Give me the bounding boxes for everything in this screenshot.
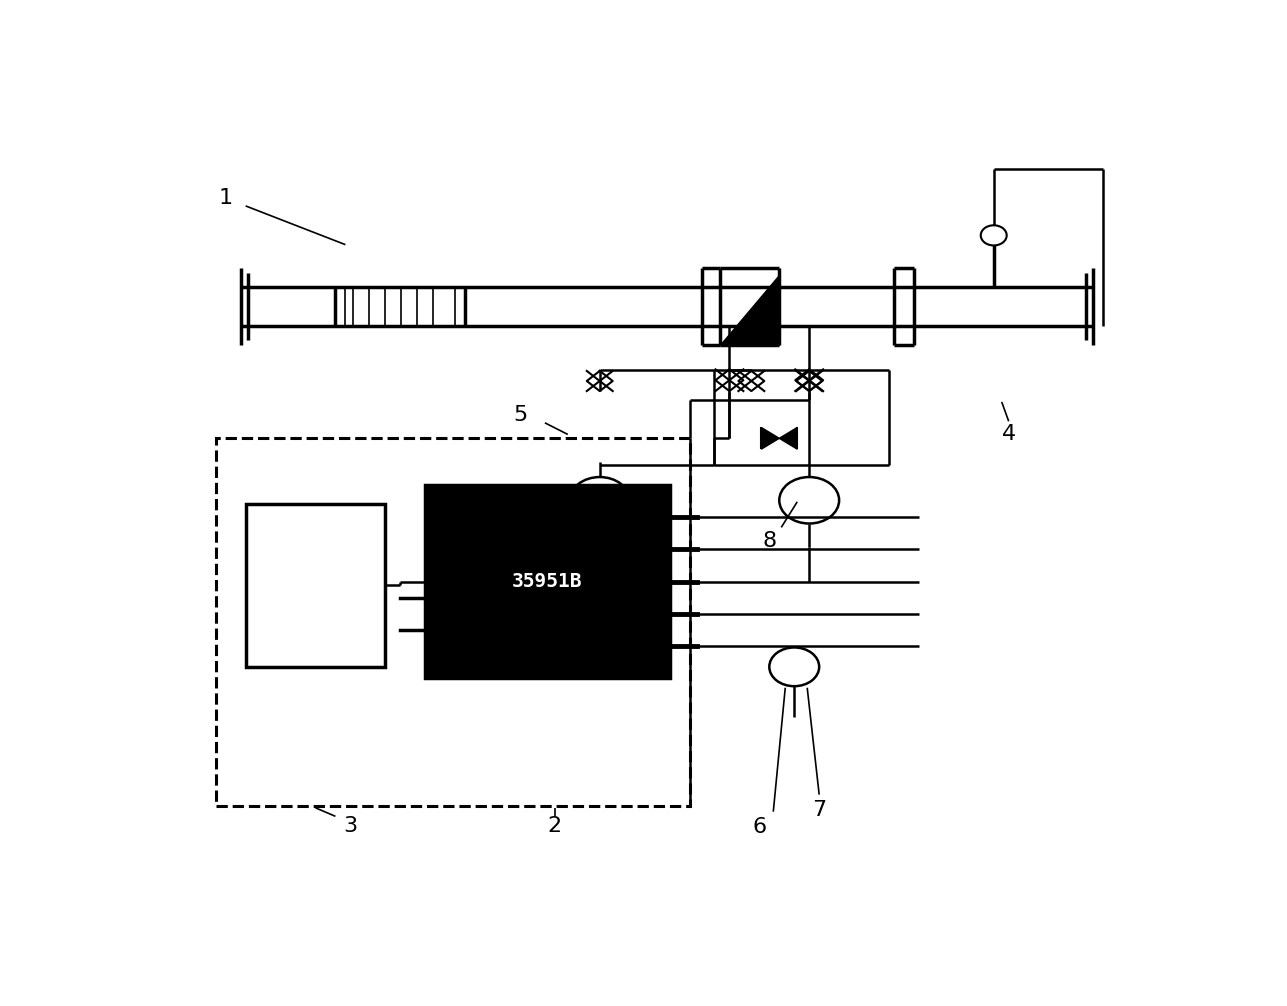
Text: 5: 5 xyxy=(512,405,528,426)
Polygon shape xyxy=(721,276,780,345)
Text: 4: 4 xyxy=(1001,425,1015,445)
Polygon shape xyxy=(762,428,780,449)
Text: 2: 2 xyxy=(548,816,562,836)
Text: 1: 1 xyxy=(219,188,233,208)
Bar xyxy=(246,504,385,667)
Bar xyxy=(216,439,690,806)
Text: 7: 7 xyxy=(812,800,826,820)
Polygon shape xyxy=(780,428,797,449)
Text: 3: 3 xyxy=(344,816,358,836)
Text: 35951B: 35951B xyxy=(512,572,583,592)
Text: 6: 6 xyxy=(753,817,766,837)
Bar xyxy=(425,485,669,678)
Text: 8: 8 xyxy=(762,530,776,550)
